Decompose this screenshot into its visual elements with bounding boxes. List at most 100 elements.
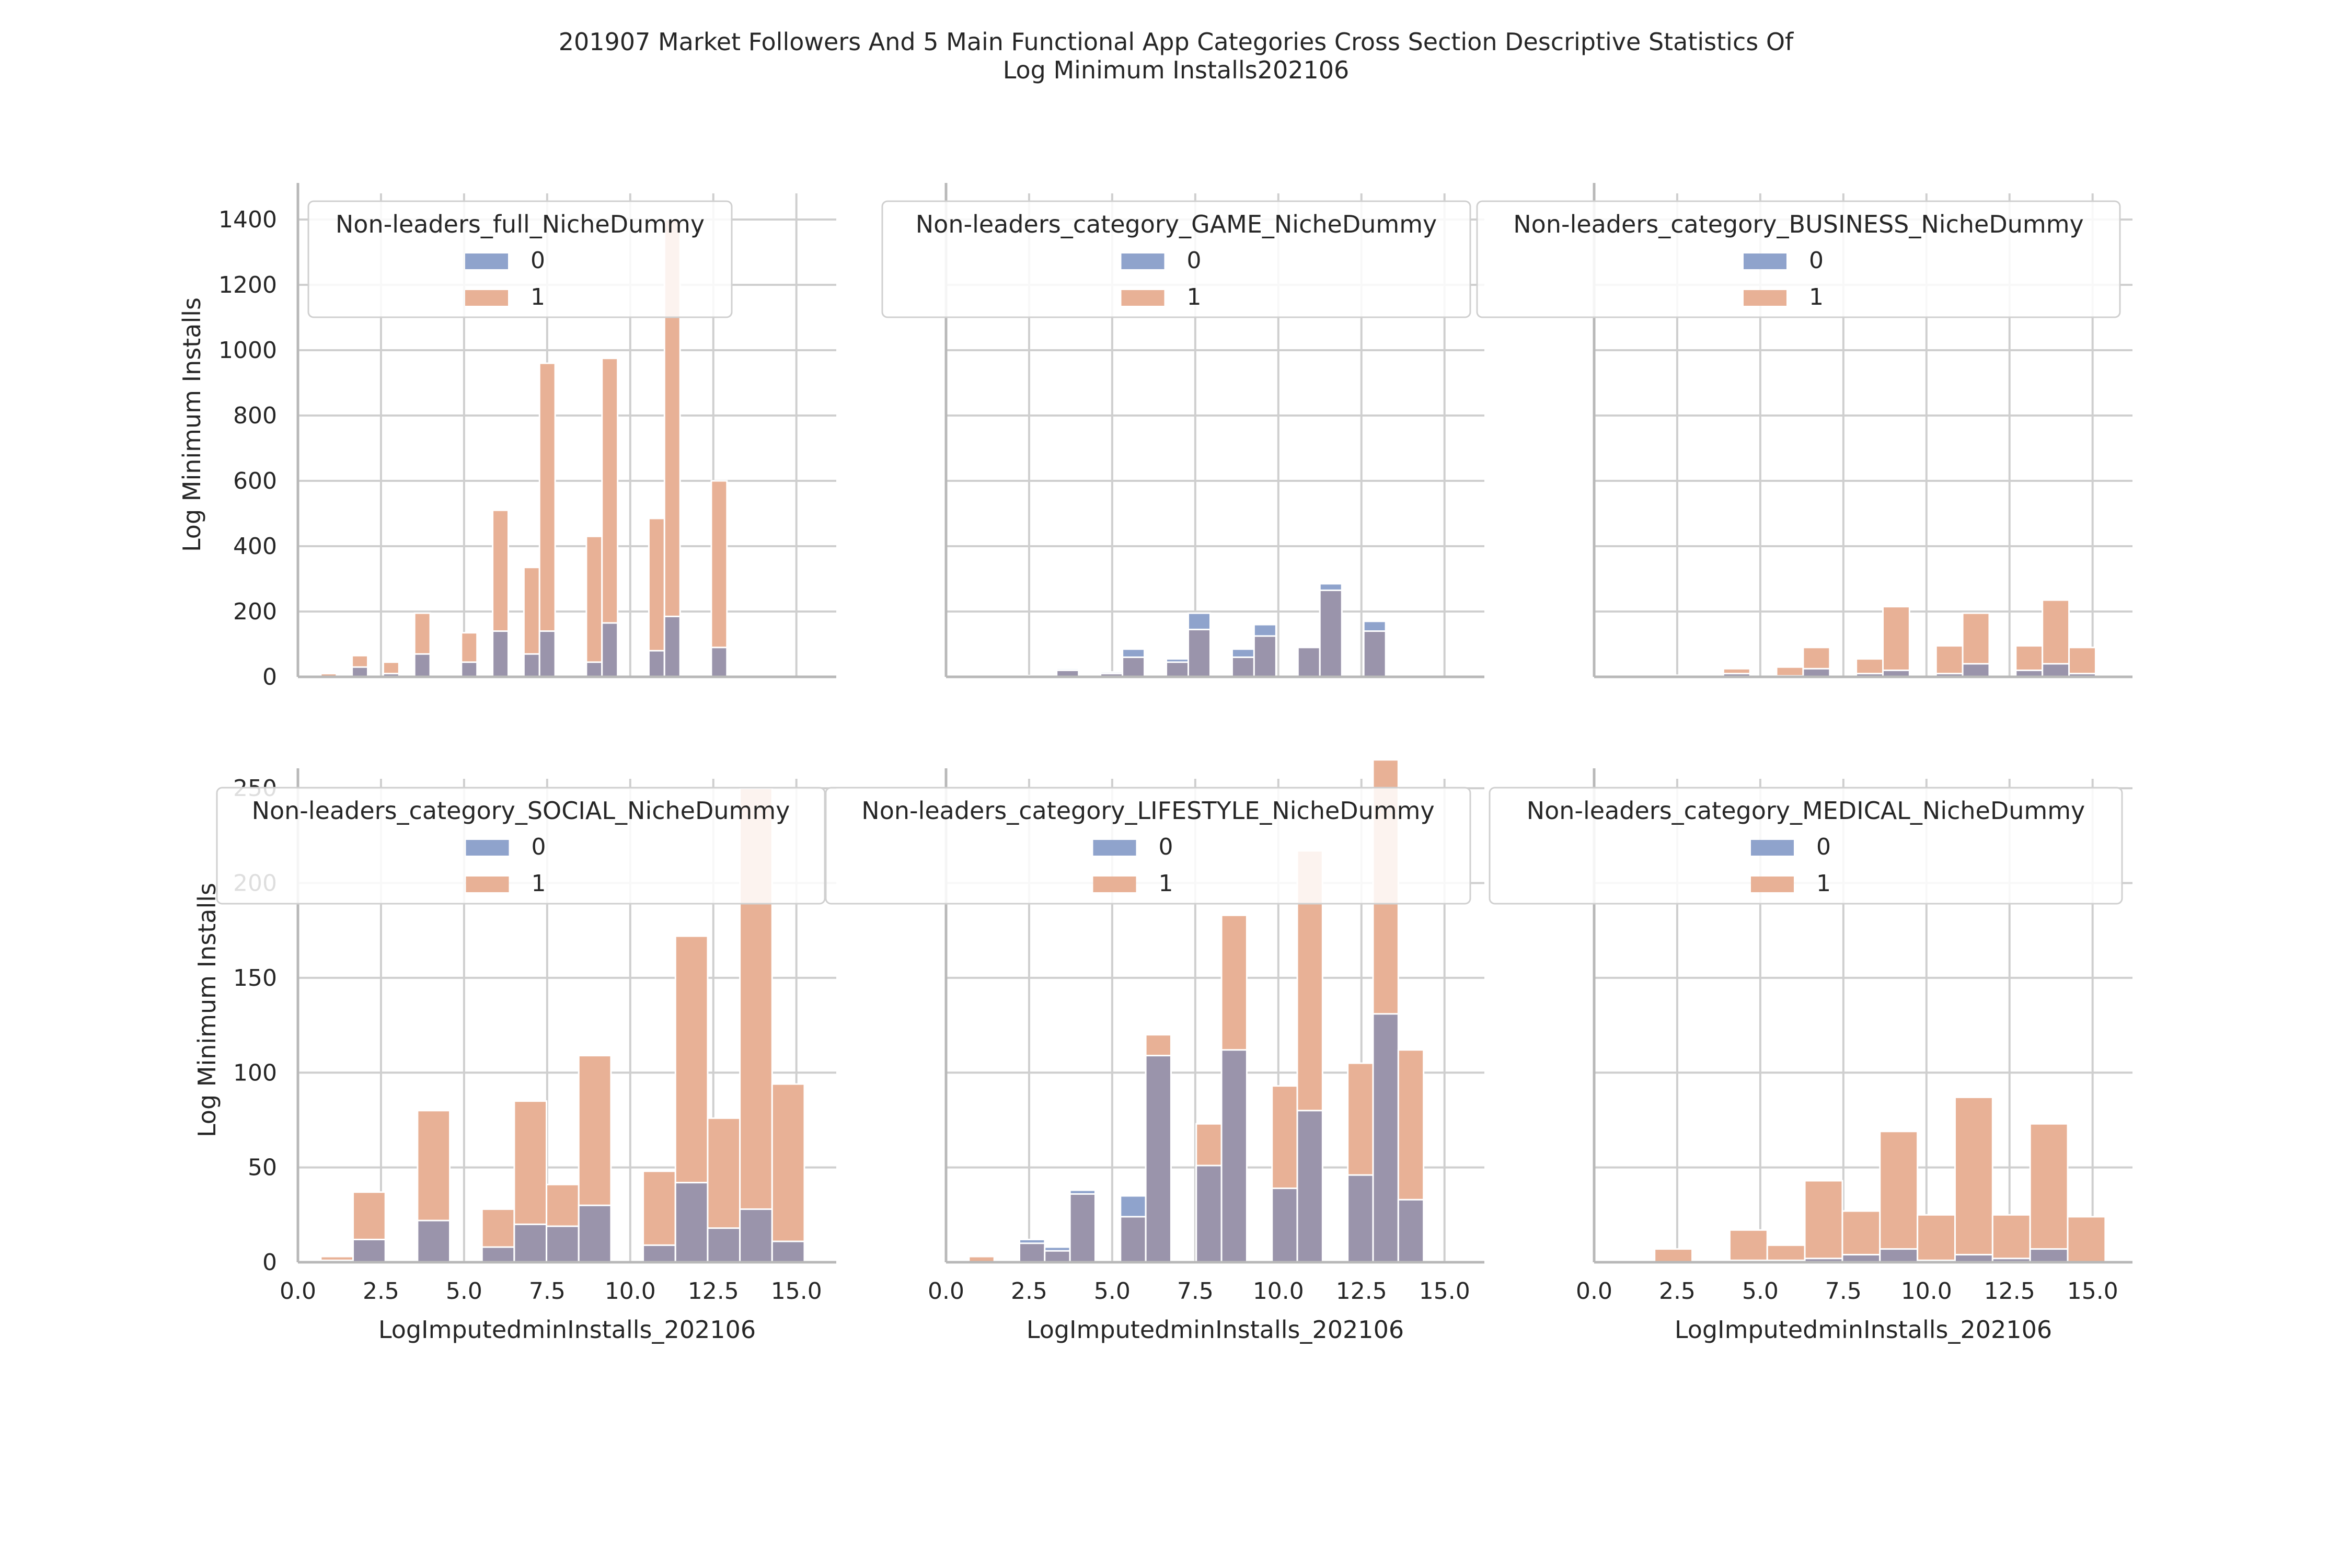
panel-1-legend-label-1: 1 [531,284,545,310]
panel-6-xtick-label-1: 2.5 [1659,1278,1696,1305]
panel-2-bar-overlap-10 [1187,628,1211,678]
panel-1-ytick-label-7: 1400 [218,206,277,233]
panel-1-bar-overlap-22 [663,615,681,678]
panel-1-bar-series-1-14 [538,362,556,678]
panel-1-bar-overlap-11 [492,630,509,678]
panel-4-legend-swatch-0 [466,840,509,856]
panel-4-bar-overlap-10 [642,1244,676,1263]
panel-6-bar-series-1-3 [1728,1229,1768,1263]
panel-1-bar-series-1-17 [585,535,603,678]
figure-title-line-2: Log Minimum Installs202106 [1003,56,1350,84]
panel-2-bar-overlap-13 [1253,635,1277,678]
panel-2: Non-leaders_category_GAME_NicheDummy 0 1 [881,183,1484,678]
panel-3-legend-swatch-0 [1744,253,1786,269]
panel-3-bar-series-1-17 [2068,647,2096,678]
panel-3-legend-swatch-1 [1744,290,1786,306]
panel-4-xtick-label-5: 12.5 [688,1278,739,1305]
panel-1-legend-swatch-1 [465,290,508,306]
panel-3-legend-label-1: 1 [1809,284,1824,310]
panel-4-x-axis-label: LogImputedminInstalls_202106 [378,1316,756,1344]
panel-4-legend-label-0: 0 [532,834,546,860]
panel-4-bar-overlap-3 [417,1219,451,1263]
figure-title-line-1: 201907 Market Followers And 5 Main Funct… [559,28,1794,56]
panel-5-xtick-label-4: 10.0 [1253,1278,1304,1305]
panel-5-bar-overlap-9 [1195,1165,1223,1263]
panel-2-legend-label-0: 0 [1187,247,1202,274]
panel-5-legend-label-0: 0 [1159,834,1173,860]
panel-6-xtick-label-2: 5.0 [1742,1278,1779,1305]
panel-6-bar-overlap-7 [1879,1248,1919,1263]
panel-2-legend-title: Non-leaders_category_GAME_NicheDummy [916,210,1437,238]
panel-4-legend-title: Non-leaders_category_SOCIAL_NicheDummy [252,797,790,825]
panel-1-bar-overlap-17 [585,661,603,678]
panel-3-bar-overlap-16 [2042,663,2070,678]
panel-1-bar-overlap-21 [648,650,665,678]
panel-6-bar-series-1-10 [1991,1214,2031,1263]
panel-5-legend: Non-leaders_category_LIFESTYLE_NicheDumm… [825,787,1471,905]
panel-5-bar-overlap-10 [1220,1049,1248,1263]
panel-6-bar-series-1-11 [2029,1123,2069,1263]
panel-6-legend-swatch-1 [1751,877,1794,892]
panel-6-legend: Non-leaders_category_MEDICAL_NicheDummy 0… [1489,787,2123,905]
panel-1-bar-overlap-14 [538,630,556,678]
panel-5-legend-swatch-0 [1093,840,1136,856]
panel-1-legend-box [307,200,733,318]
panel-2-bar-overlap-18 [1363,630,1387,678]
panel-5-bar-overlap-13 [1296,1110,1323,1263]
panel-5-bar-overlap-7 [1145,1055,1172,1263]
panel-5-xtick-label-5: 12.5 [1336,1278,1387,1305]
panel-5-x-axis-label: LogImputedminInstalls_202106 [1027,1316,1404,1344]
panel-6-bar-series-1-8 [1917,1214,1956,1263]
panel-6-bar-series-1-9 [1954,1096,1993,1263]
panel-5-bar-overlap-4 [1069,1193,1096,1263]
panel-3-bar-series-1-12 [1935,645,1964,678]
panel-6-bar-series-1-5 [1804,1180,1843,1263]
panel-4-bar-overlap-14 [771,1240,805,1263]
panel-4-ytick-label-3: 150 [233,965,277,991]
panel-6-bar-overlap-11 [2029,1248,2069,1263]
panel-4-bar-overlap-7 [546,1225,580,1263]
panel-5-bar-overlap-15 [1347,1174,1374,1263]
panel-5-bar-overlap-2 [1019,1242,1046,1263]
panel-4-bar-overlap-8 [578,1204,612,1263]
panel-2-bar-overlap-12 [1231,656,1255,678]
panel-1-ytick-label-5: 1000 [218,337,277,364]
panel-5-bar-overlap-12 [1271,1187,1298,1263]
panel-2-bar-overlap-7 [1122,656,1146,678]
panel-6-legend-swatch-0 [1751,840,1794,856]
panel-6-bar-series-1-12 [2067,1216,2106,1263]
panel-1-legend: Non-leaders_full_NicheDummy 0 1 [307,200,733,318]
panel-6-bar-series-1-7 [1879,1131,1919,1263]
panel-3-legend-box [1476,200,2121,318]
panel-5-xtick-label-2: 5.0 [1094,1278,1131,1305]
panel-4-bar-overlap-6 [513,1223,548,1263]
panel-6-xtick-label-4: 10.0 [1901,1278,1952,1305]
panel-1-ytick-label-2: 400 [233,533,277,560]
panel-5-legend-swatch-1 [1093,877,1136,892]
panel-6-xtick-label-0: 0.0 [1576,1278,1612,1305]
panel-5-bar-overlap-6 [1120,1216,1147,1263]
panel-4-y-axis-label: Log Minimum Installs [193,883,221,1137]
panel-6-xtick-label-6: 15.0 [2067,1278,2118,1305]
panel-1-ytick-label-1: 200 [233,598,277,625]
panel-2-bar-overlap-16 [1319,589,1343,678]
panel-1-y-axis-label: Log Minimum Installs [178,297,206,552]
panel-2-bar-overlap-9 [1166,661,1190,678]
panel-1-bar-overlap-25 [710,647,728,678]
panel-3-bar-series-1-10 [1882,606,1910,678]
panel-4-bar-overlap-12 [707,1227,741,1263]
panel-4-legend-swatch-1 [466,877,509,892]
panel-1-bar-overlap-13 [523,653,540,678]
panel-5-legend-box [825,787,1471,905]
panel-4-ytick-label-2: 100 [233,1059,277,1086]
panel-1-legend-title: Non-leaders_full_NicheDummy [336,210,705,238]
panel-4-xtick-label-4: 10.0 [605,1278,656,1305]
panel-4-xtick-label-3: 7.5 [529,1278,566,1305]
panel-4-ytick-label-0: 0 [262,1249,277,1276]
panel-3-legend-label-0: 0 [1809,247,1824,274]
panel-4-ytick-label-1: 50 [248,1155,277,1181]
panel-4-bar-overlap-13 [739,1208,773,1263]
panel-1-ytick-label-4: 800 [233,402,277,429]
